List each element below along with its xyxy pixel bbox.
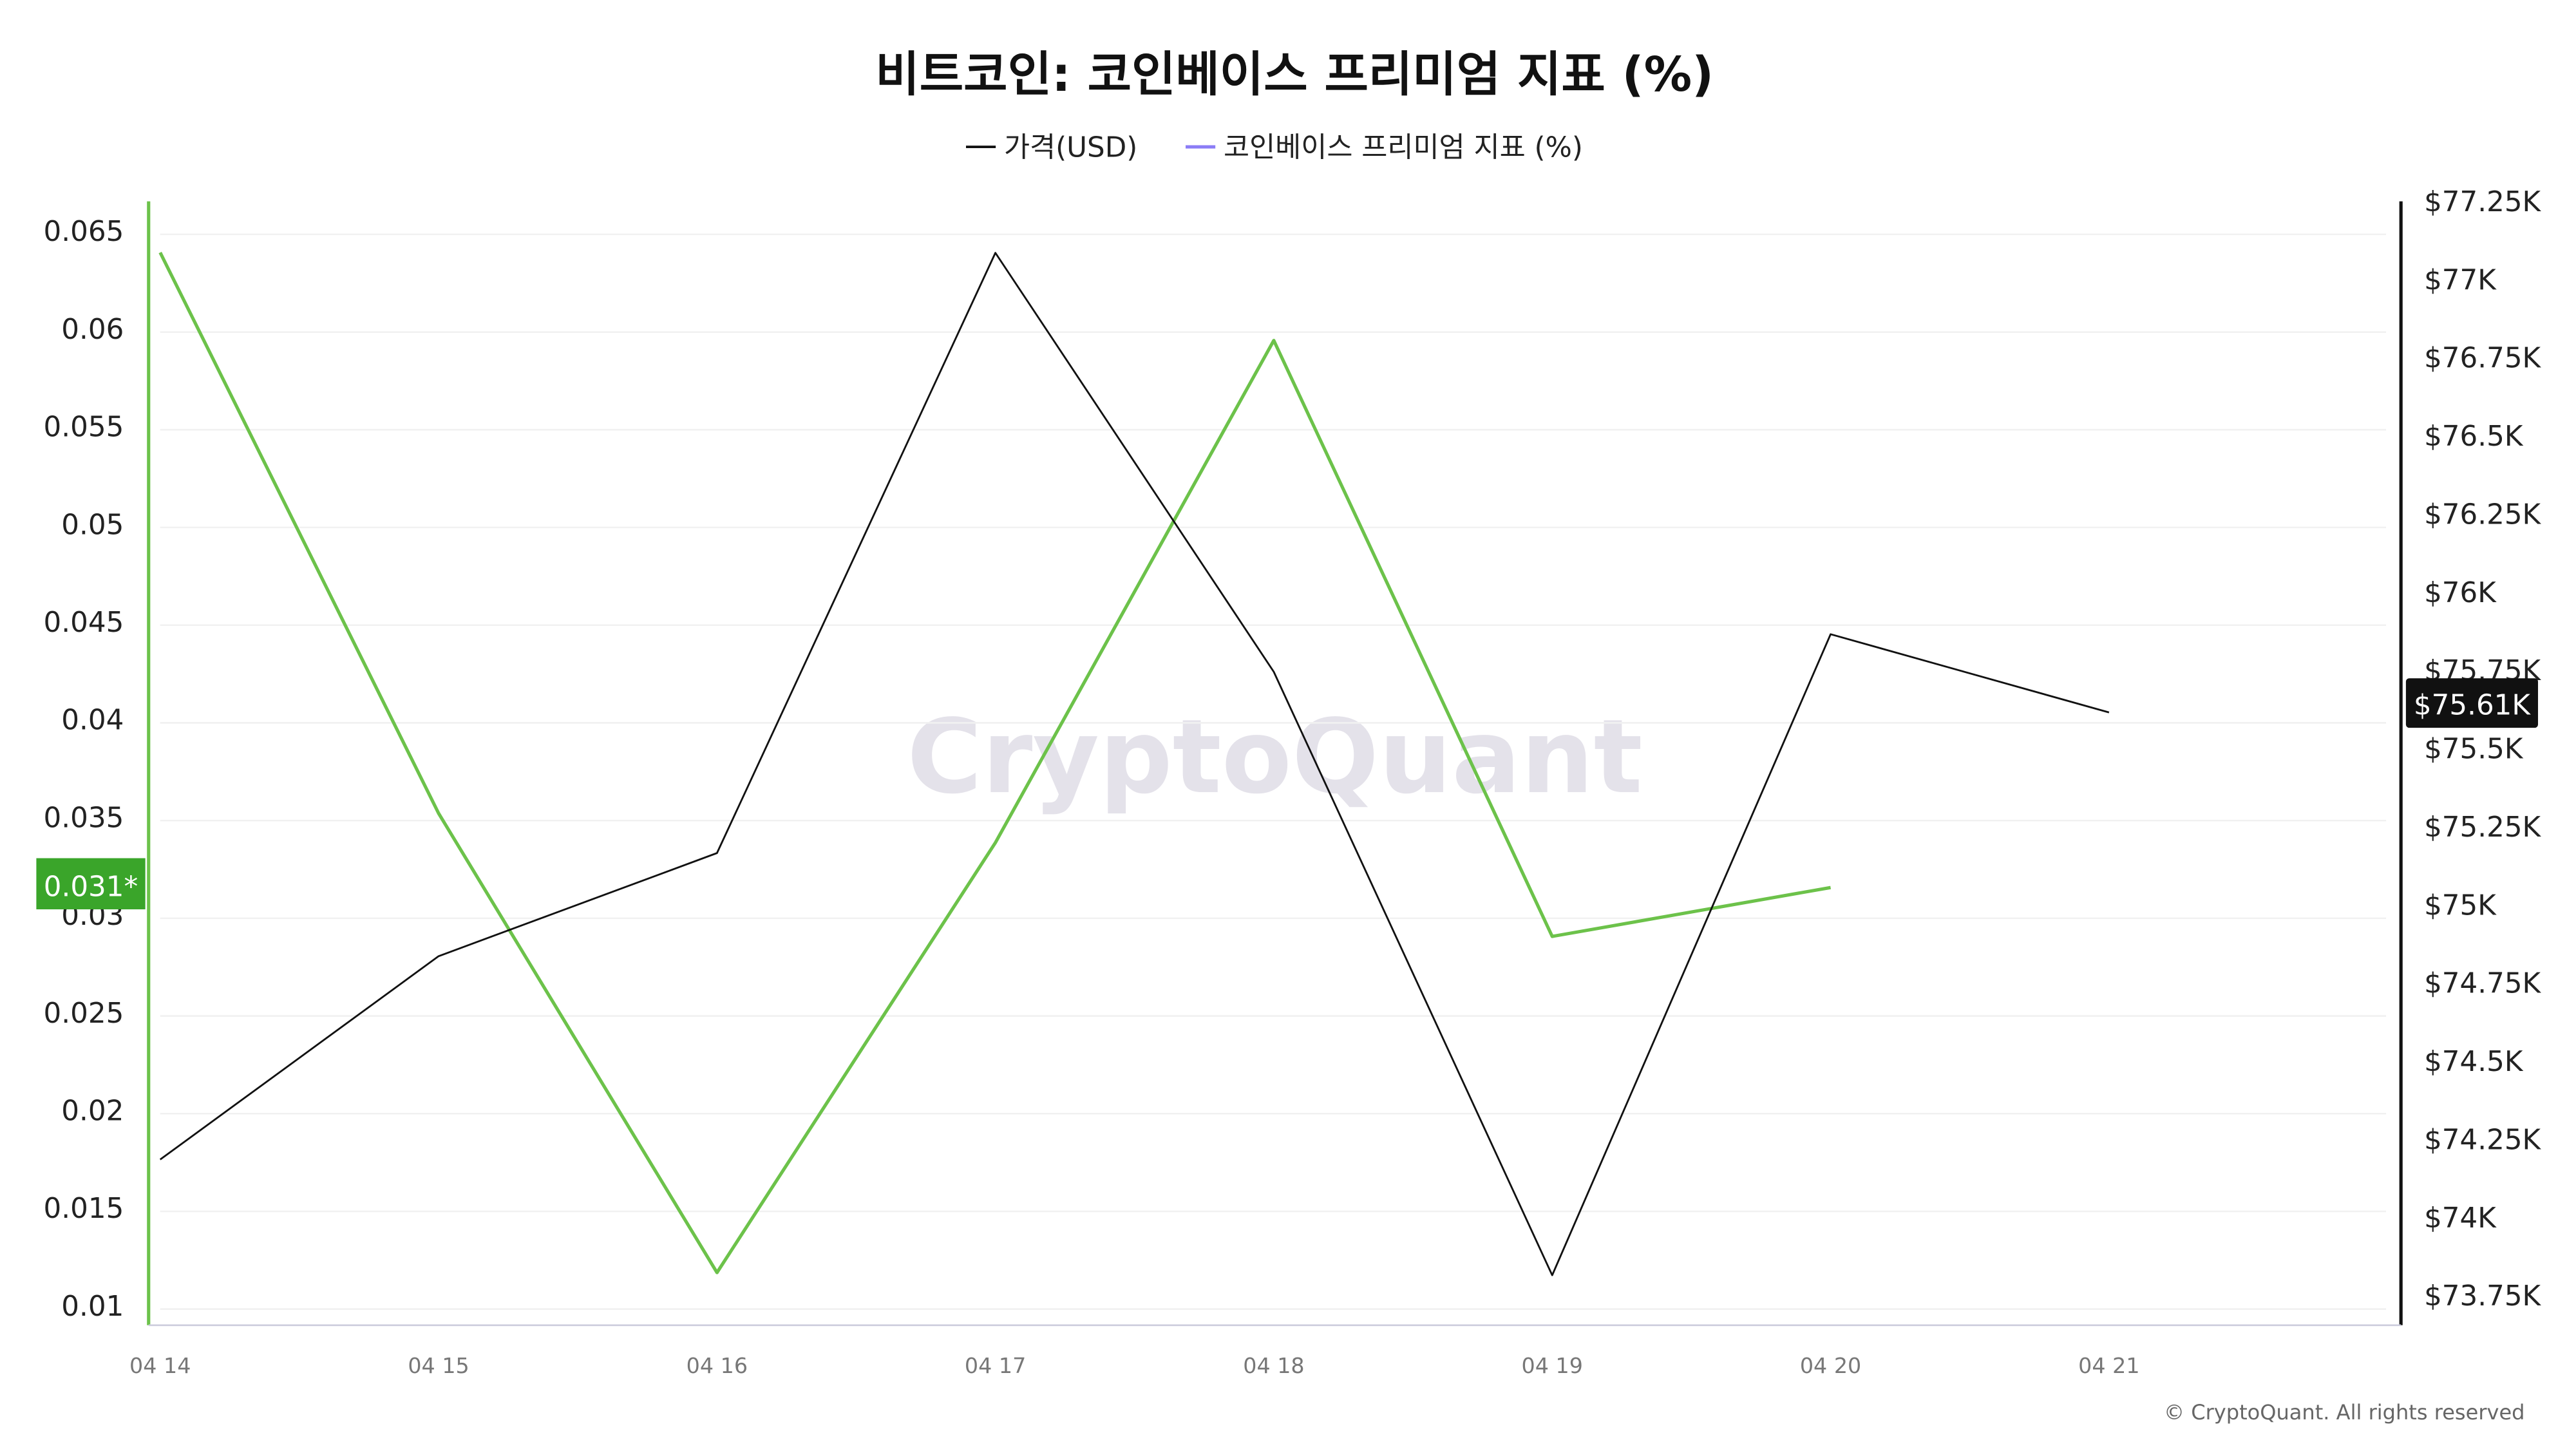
x-tick-label: 04 14 bbox=[129, 1353, 191, 1378]
right-tick-label: $74.5K bbox=[2424, 1046, 2524, 1078]
x-tick-label: 04 18 bbox=[1243, 1353, 1304, 1378]
left-axis-ticks: 0.0650.060.0550.050.0450.040.0350.030.02… bbox=[44, 216, 124, 1323]
x-tick-label: 04 20 bbox=[1800, 1353, 1861, 1378]
right-tick-label: $76.5K bbox=[2424, 421, 2524, 453]
right-tick-label: $77.25K bbox=[2424, 186, 2541, 218]
right-tick-label: $75.5K bbox=[2424, 734, 2524, 766]
premium-series-line bbox=[158, 251, 1832, 1274]
chart-title: 비트코인: 코인베이스 프리미엄 지표 (%) bbox=[875, 46, 1714, 102]
watermark: CryptoQuant bbox=[907, 697, 1642, 817]
x-axis-ticks: 04 14 04 15 04 16 04 17 04 18 04 19 04 20 04 21 bbox=[129, 1353, 2140, 1378]
legend-label-premium[interactable]: 코인베이스 프리미엄 지표 (%) bbox=[1224, 131, 1583, 164]
left-tick-label: 0.065 bbox=[44, 216, 124, 248]
right-tick-label: $73.75K bbox=[2424, 1280, 2541, 1312]
right-tick-label: $76.25K bbox=[2424, 498, 2541, 531]
right-tick-label: $74K bbox=[2424, 1202, 2497, 1235]
left-tick-label: 0.055 bbox=[44, 412, 124, 444]
left-tick-label: 0.045 bbox=[44, 607, 124, 639]
legend-label-price[interactable]: 가격(USD) bbox=[1004, 131, 1137, 164]
right-tick-label: $76.75K bbox=[2424, 343, 2541, 375]
right-tick-label: $74.25K bbox=[2424, 1124, 2541, 1156]
x-tick-label: 04 21 bbox=[2078, 1353, 2139, 1378]
price-last-badge: $75.61K bbox=[2405, 678, 2539, 728]
right-tick-label: $76K bbox=[2424, 577, 2497, 609]
left-tick-label: 0.05 bbox=[61, 509, 124, 541]
left-tick-label: 0.01 bbox=[61, 1291, 124, 1323]
gridlines bbox=[160, 233, 2387, 1310]
right-tick-label: $75K bbox=[2424, 889, 2497, 922]
premium-last-value: 0.031* bbox=[44, 871, 138, 904]
left-tick-label: 0.015 bbox=[44, 1193, 124, 1225]
left-tick-label: 0.035 bbox=[44, 802, 124, 834]
x-tick-label: 04 16 bbox=[687, 1353, 748, 1378]
x-tick-label: 04 15 bbox=[408, 1353, 469, 1378]
legend: 가격(USD) 코인베이스 프리미엄 지표 (%) bbox=[966, 131, 1583, 164]
price-last-value: $75.61K bbox=[2414, 690, 2531, 722]
left-tick-label: 0.025 bbox=[44, 998, 124, 1030]
right-tick-label: $75.25K bbox=[2424, 811, 2541, 844]
right-axis-ticks: $77.25K$77K$76.75K$76.5K$76.25K$76K$75.7… bbox=[2424, 186, 2541, 1312]
x-tick-label: 04 17 bbox=[965, 1353, 1026, 1378]
premium-last-badge: 0.031* bbox=[36, 858, 146, 910]
right-tick-label: $77K bbox=[2424, 264, 2497, 296]
series-lines bbox=[158, 251, 2110, 1276]
left-tick-label: 0.06 bbox=[61, 314, 124, 346]
x-tick-label: 04 19 bbox=[1522, 1353, 1583, 1378]
left-tick-label: 0.04 bbox=[61, 705, 124, 737]
left-tick-label: 0.02 bbox=[61, 1095, 124, 1128]
copyright: © CryptoQuant. All rights reserved bbox=[2164, 1400, 2524, 1425]
right-tick-label: $74.75K bbox=[2424, 968, 2541, 1000]
price-series-line bbox=[159, 252, 2110, 1276]
